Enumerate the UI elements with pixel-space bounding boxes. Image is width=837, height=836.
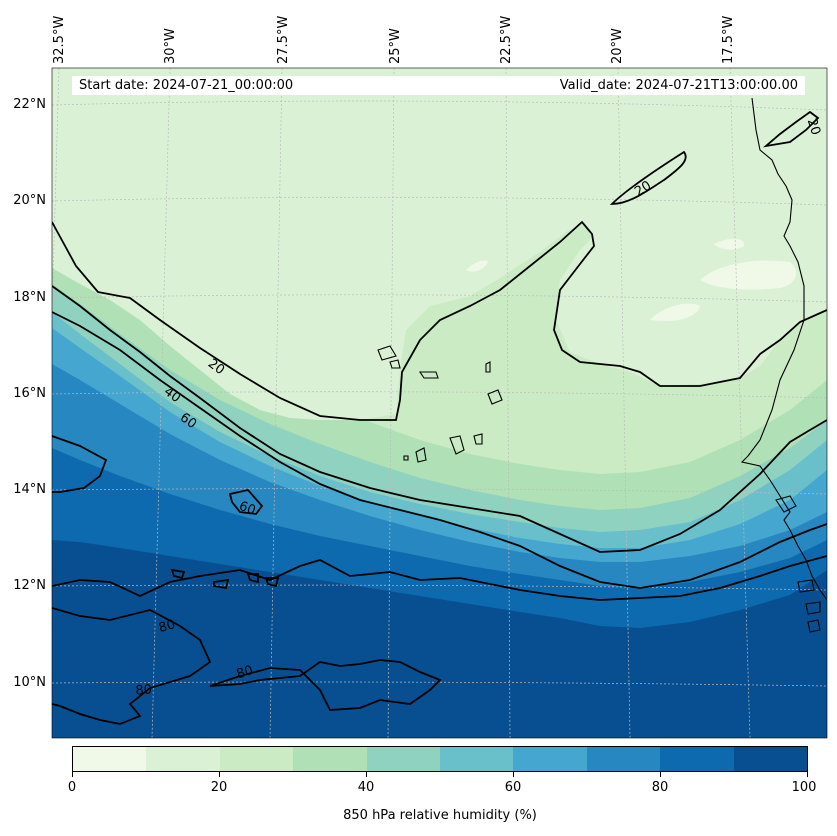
lat-label: 12°N — [13, 578, 46, 593]
contour-20-island — [609, 150, 687, 205]
start-date-label: Start date: 2024-07-21_00:00:00 — [72, 76, 409, 95]
colorbar — [72, 746, 808, 772]
colorbar-segment — [733, 747, 808, 771]
colorbar-segment — [73, 747, 147, 771]
africa-coast — [740, 97, 827, 601]
coastlines — [377, 97, 827, 633]
colorbar-tick — [513, 772, 514, 777]
colorbar-tick-label: 60 — [504, 780, 522, 795]
colorbar-segment — [366, 747, 441, 771]
colorbar-segment — [219, 747, 294, 771]
colorbar-segment — [513, 747, 587, 771]
band-0-10 — [466, 238, 796, 322]
contour-80-closed — [209, 659, 442, 711]
contour-20 — [52, 220, 827, 421]
colorbar-segment — [146, 747, 220, 771]
colorbar-tick — [807, 772, 808, 777]
lat-label: 10°N — [13, 675, 46, 690]
colorbar-tick-label: 0 — [67, 780, 77, 795]
contour-80-north — [52, 435, 108, 493]
contour-label: 20 — [804, 117, 823, 137]
colorbar-tick — [660, 772, 661, 777]
contour-label: 20 — [632, 178, 654, 199]
contour-label: 60 — [237, 499, 258, 519]
lat-label: 16°N — [13, 386, 46, 401]
colorbar-segment — [440, 747, 514, 771]
colorbar-segment — [293, 747, 367, 771]
lon-label: 20°W — [610, 28, 625, 64]
contour-80-islets — [170, 568, 280, 590]
contour-80-south — [52, 607, 212, 725]
colorbar-tick-label: 20 — [210, 780, 228, 795]
colorbar-label: 850 hPa relative humidity (%) — [343, 808, 537, 823]
colorbar-segment — [660, 747, 734, 771]
lon-label: 22.5°W — [499, 15, 514, 64]
bissagos-islands — [775, 495, 821, 633]
valid-date-label: Valid_date: 2024-07-21T13:00:00.00 — [402, 76, 805, 95]
contour-label: 80 — [235, 663, 255, 682]
colorbar-tick-label: 80 — [651, 780, 669, 795]
lon-label: 27.5°W — [276, 15, 291, 64]
colorbar-tick-label: 40 — [357, 780, 375, 795]
lon-label: 17.5°W — [721, 15, 736, 64]
contour-60 — [52, 311, 827, 589]
band-10-20 — [52, 68, 827, 420]
contour-label: 80 — [135, 682, 153, 698]
contour-60-small — [228, 489, 264, 515]
contour-80-main — [52, 555, 827, 601]
colorbar-tick — [72, 772, 73, 777]
lon-label: 25°W — [388, 28, 403, 64]
colorbar-segment — [586, 747, 661, 771]
lat-label: 14°N — [13, 482, 46, 497]
lat-label: 18°N — [13, 290, 46, 305]
humidity-contours — [52, 110, 827, 725]
contour-label: 80 — [157, 617, 177, 636]
lat-label: 22°N — [13, 97, 46, 112]
map-frame — [51, 67, 828, 739]
cabo-verde-islands — [377, 345, 503, 463]
lon-label: 32.5°W — [52, 15, 67, 64]
colorbar-tick — [366, 772, 367, 777]
lon-label: 30°W — [163, 28, 178, 64]
colorbar-tick-label: 100 — [791, 780, 817, 795]
colorbar-tick — [219, 772, 220, 777]
contour-40 — [52, 285, 827, 553]
contour-20-corner — [762, 110, 820, 148]
lat-label: 20°N — [13, 193, 46, 208]
